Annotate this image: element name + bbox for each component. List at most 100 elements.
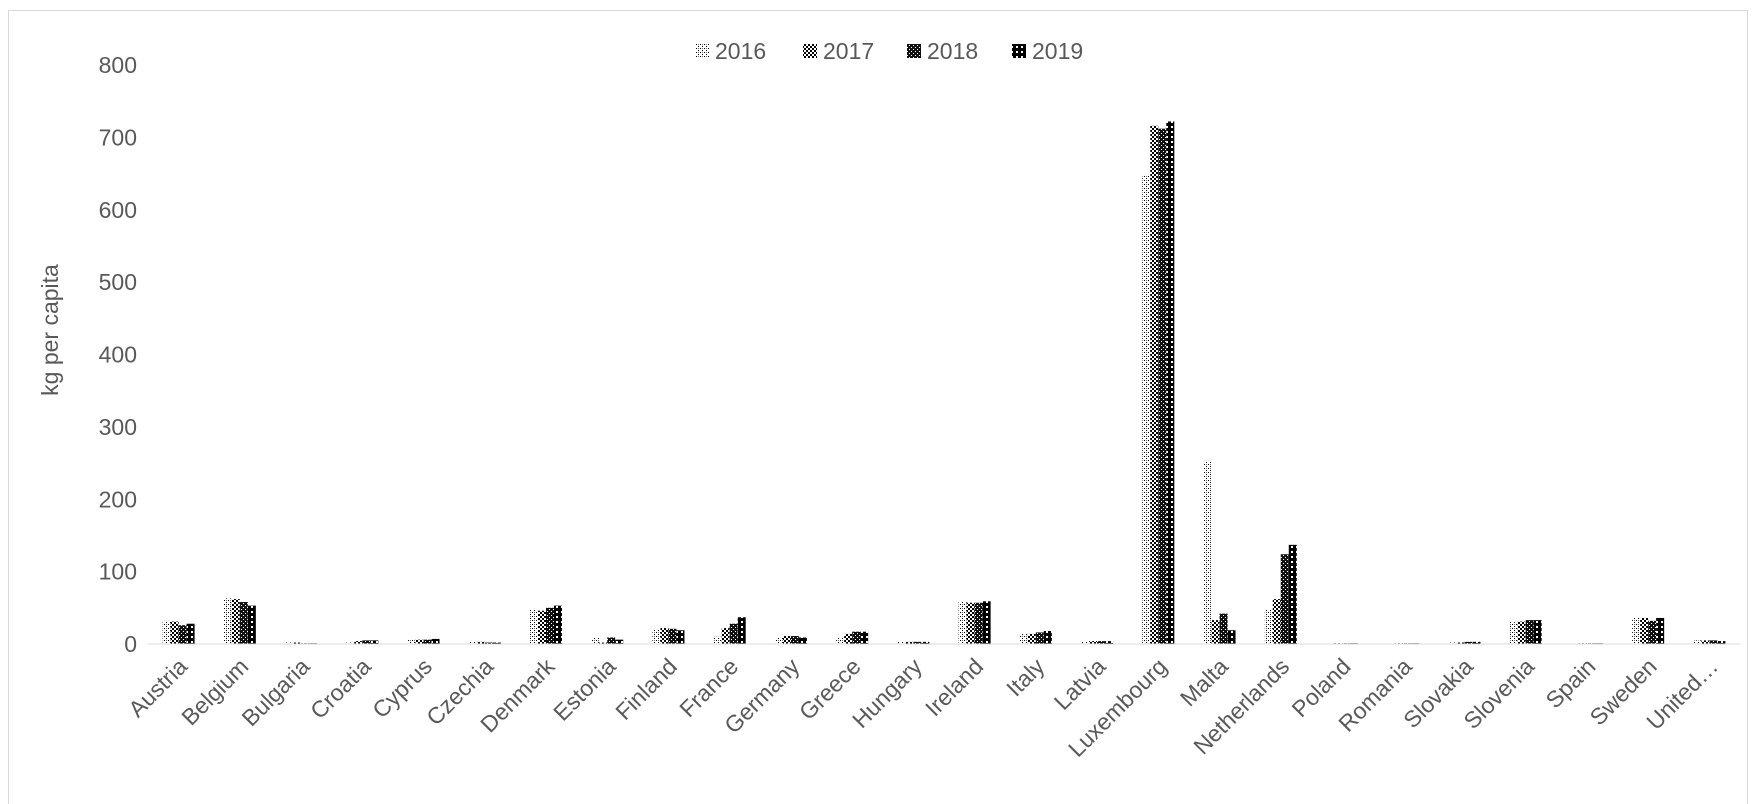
bar: [407, 639, 416, 644]
legend-item: 2019: [1012, 38, 1083, 64]
bar: [538, 610, 546, 644]
bar: [1517, 621, 1526, 644]
legend: 2016 2017 2018 2019: [695, 38, 1083, 64]
bar-group: [162, 620, 195, 644]
bar: [1035, 632, 1044, 644]
legend-item: 2016: [695, 38, 766, 64]
bar: [676, 630, 685, 644]
bar: [170, 621, 179, 644]
bar: [1203, 460, 1212, 644]
bar: [958, 601, 967, 644]
bar: [652, 629, 661, 644]
chart-frame: [8, 10, 1748, 804]
bar: [1219, 613, 1228, 644]
bar: [1089, 641, 1098, 644]
bar: [737, 617, 746, 644]
bar: [1472, 641, 1481, 644]
bar: [1509, 622, 1518, 644]
bar: [860, 631, 869, 644]
bar-group: [1081, 641, 1114, 644]
bar: [1081, 641, 1090, 644]
bar: [1027, 633, 1036, 644]
x-tick-label: Hungary: [847, 653, 927, 733]
legend-label: 2017: [823, 38, 874, 64]
bar: [546, 607, 554, 644]
bar: [921, 641, 930, 644]
legend-item: 2017: [803, 38, 874, 64]
x-axis-labels: AustriaBelgiumBulgariaCroatiaCyprusCzech…: [123, 653, 1723, 762]
legend-swatch: [1012, 44, 1026, 58]
bar: [1280, 554, 1289, 644]
bar-group: [1142, 121, 1175, 645]
x-tick-label: Finland: [610, 653, 682, 725]
x-tick-label: Ireland: [920, 653, 988, 721]
bar-group: [958, 601, 991, 644]
bar: [554, 605, 562, 644]
bar: [790, 636, 799, 644]
bar-group: [530, 605, 562, 644]
legend-label: 2019: [1032, 38, 1083, 64]
bar: [1640, 617, 1649, 644]
bar: [1288, 544, 1297, 644]
bar: [1709, 640, 1718, 644]
bar: [530, 609, 538, 644]
bar: [1464, 641, 1473, 644]
bar: [370, 640, 379, 644]
bar-group: [468, 641, 501, 644]
bar-group: [591, 637, 624, 644]
bar: [186, 623, 195, 644]
bar: [974, 602, 983, 644]
bar: [247, 605, 256, 644]
bar: [1150, 125, 1159, 645]
bar: [1158, 128, 1167, 644]
x-tick-label: Estonia: [548, 653, 621, 726]
bar: [591, 637, 600, 644]
legend-item: 2018: [907, 38, 978, 64]
bar-group: [346, 640, 379, 644]
bar: [729, 623, 738, 644]
bar: [774, 637, 783, 644]
y-tick-label: 700: [99, 124, 137, 150]
bar: [1525, 620, 1534, 644]
bar: [1533, 620, 1542, 644]
y-tick-label: 600: [99, 197, 137, 223]
bar: [231, 599, 240, 644]
y-tick-label: 100: [99, 559, 137, 585]
bar: [1717, 641, 1726, 644]
bar: [1043, 630, 1052, 644]
bar: [354, 641, 363, 644]
y-tick-label: 800: [99, 52, 137, 78]
bar-group: [836, 631, 869, 644]
bar: [1456, 642, 1465, 644]
y-tick-label: 300: [99, 414, 137, 440]
legend-label: 2018: [927, 38, 978, 64]
y-tick-label: 500: [99, 269, 137, 295]
bar: [1693, 640, 1702, 644]
bar: [798, 637, 807, 644]
bar: [1227, 630, 1236, 644]
bar-group: [1693, 640, 1726, 644]
bar: [423, 639, 432, 644]
bar: [852, 631, 861, 644]
bar-group: [1203, 460, 1236, 644]
bar-group: [407, 638, 440, 644]
bar: [285, 642, 294, 644]
bar: [178, 625, 187, 644]
bars: [162, 121, 1726, 645]
bar: [1264, 609, 1273, 644]
legend-swatch: [803, 44, 817, 58]
bar: [1632, 617, 1641, 644]
bar: [239, 602, 248, 644]
bar: [897, 641, 906, 644]
bar-group: [774, 636, 807, 644]
bar-group: [1264, 544, 1297, 644]
bar: [966, 602, 975, 644]
bar: [1272, 599, 1281, 644]
bar: [476, 641, 485, 644]
bar: [1211, 620, 1220, 644]
bar: [293, 642, 302, 644]
bar: [713, 636, 722, 644]
bar: [1142, 175, 1151, 644]
legend-swatch: [907, 44, 921, 58]
